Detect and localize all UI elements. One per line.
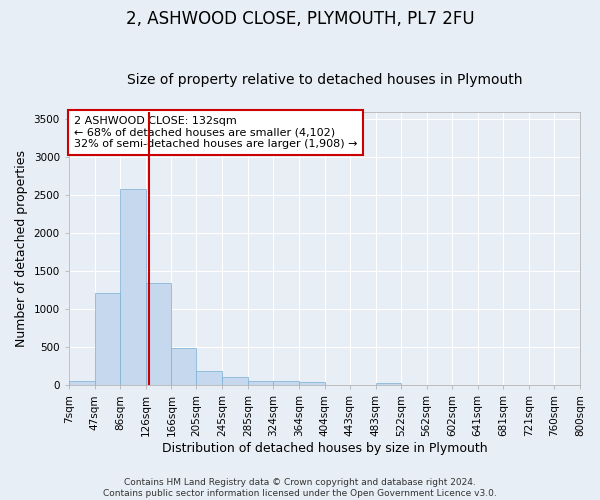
- Bar: [273, 382, 299, 386]
- Text: 2, ASHWOOD CLOSE, PLYMOUTH, PL7 2FU: 2, ASHWOOD CLOSE, PLYMOUTH, PL7 2FU: [125, 10, 475, 28]
- Bar: [222, 378, 248, 386]
- Bar: [69, 382, 95, 386]
- Bar: [172, 348, 196, 386]
- Bar: [196, 371, 222, 386]
- Text: Contains HM Land Registry data © Crown copyright and database right 2024.
Contai: Contains HM Land Registry data © Crown c…: [103, 478, 497, 498]
- Bar: [376, 382, 401, 386]
- Title: Size of property relative to detached houses in Plymouth: Size of property relative to detached ho…: [127, 73, 522, 87]
- Bar: [248, 382, 273, 386]
- Bar: [299, 382, 325, 386]
- X-axis label: Distribution of detached houses by size in Plymouth: Distribution of detached houses by size …: [161, 442, 487, 455]
- Bar: [146, 284, 172, 386]
- Y-axis label: Number of detached properties: Number of detached properties: [15, 150, 28, 347]
- Text: 2 ASHWOOD CLOSE: 132sqm
← 68% of detached houses are smaller (4,102)
32% of semi: 2 ASHWOOD CLOSE: 132sqm ← 68% of detache…: [74, 116, 358, 149]
- Bar: [120, 190, 146, 386]
- Bar: [95, 292, 120, 386]
